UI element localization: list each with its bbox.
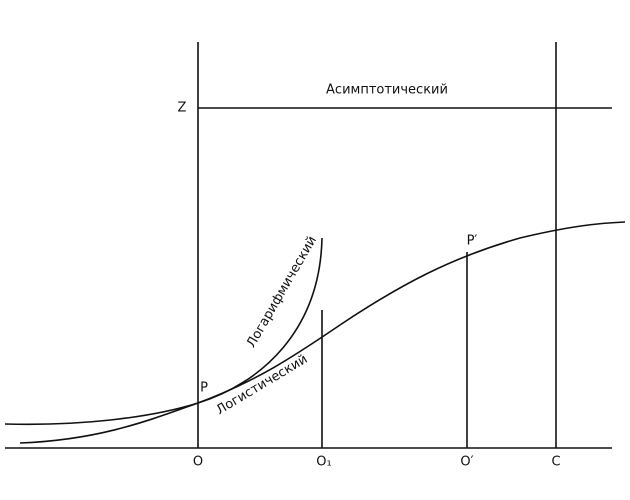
- baseline-label: O′: [460, 455, 473, 470]
- logarithmic-label: Логарифмический: [244, 234, 320, 351]
- logistic-label: Логистический: [214, 352, 311, 418]
- baseline-label: C: [551, 455, 560, 470]
- baseline-label: O₁: [316, 455, 331, 470]
- baseline-label: O: [193, 455, 203, 470]
- logistic-curve: [19, 221, 626, 444]
- asymptote-label: Асимптотический: [326, 83, 448, 98]
- point-p-prime: P′: [467, 234, 478, 249]
- point-p: P: [200, 381, 208, 396]
- logarithmic-curve: [4, 237, 323, 426]
- z-label: Z: [178, 101, 187, 116]
